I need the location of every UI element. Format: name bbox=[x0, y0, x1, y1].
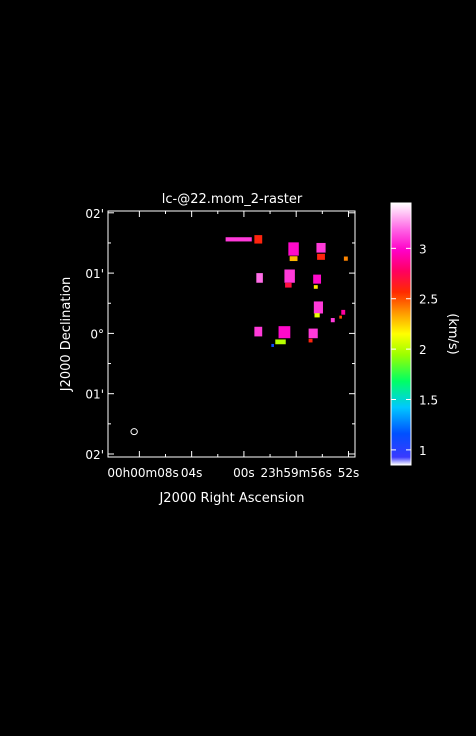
y-axis: 02' 01' 0° 01' 02' bbox=[85, 207, 355, 462]
raster-pixel bbox=[278, 326, 291, 339]
raster-pixel bbox=[313, 301, 323, 314]
raster-pixel bbox=[343, 256, 348, 261]
raster-pixel bbox=[225, 237, 252, 242]
y-tick-label: 0° bbox=[90, 327, 104, 341]
colorbar-axis: 1 1.5 2 2.5 3 bbox=[391, 242, 438, 458]
raster-pixel bbox=[339, 315, 342, 319]
colorbar-tick-label: 1.5 bbox=[419, 394, 438, 408]
raster-pixel bbox=[284, 269, 295, 283]
x-tick-label: 23h59m56s bbox=[261, 466, 332, 480]
raster-pixel bbox=[317, 253, 325, 260]
y-tick-label: 01' bbox=[85, 388, 104, 402]
raster-pixel bbox=[308, 328, 318, 339]
beam-ellipse bbox=[130, 428, 138, 436]
colorbar-tick-label: 2.5 bbox=[419, 293, 438, 307]
y-tick-label: 02' bbox=[85, 207, 104, 221]
colorbar-tick-label: 2 bbox=[419, 343, 427, 357]
x-tick-label: 04s bbox=[181, 466, 203, 480]
raster-pixel bbox=[256, 273, 263, 283]
chart-title: lc-@22.mom_2-raster bbox=[162, 192, 303, 207]
x-tick-label: 52s bbox=[338, 466, 360, 480]
raster-pixel bbox=[275, 339, 286, 345]
raster-pixel bbox=[308, 338, 313, 343]
raster-pixel bbox=[271, 343, 274, 347]
velocity-dispersion-raster bbox=[225, 235, 348, 347]
raster-pixel bbox=[254, 326, 263, 337]
raster-pixel bbox=[341, 309, 346, 315]
raster-pixel bbox=[313, 285, 318, 289]
raster-pixel bbox=[314, 313, 320, 318]
y-tick-label: 02' bbox=[85, 448, 104, 462]
colorbar-tick-label: 1 bbox=[419, 444, 427, 458]
raster-pixel bbox=[316, 242, 326, 253]
y-axis-label: J2000 Declination bbox=[59, 277, 74, 393]
raster-pixel bbox=[285, 282, 292, 288]
raster-pixel bbox=[330, 318, 335, 323]
y-tick-label: 01' bbox=[85, 267, 104, 281]
raster-pixel bbox=[313, 274, 322, 284]
x-axis: 00h00m08s 04s 00s 23h59m56s 52s bbox=[107, 211, 359, 480]
colorbar bbox=[390, 202, 412, 466]
x-tick-label: 00h00m08s bbox=[107, 466, 178, 480]
colorbar-tick-label: 3 bbox=[419, 242, 427, 256]
raster-pixel bbox=[288, 242, 299, 256]
raster-pixel bbox=[289, 256, 298, 262]
colorbar-label: (km/s) bbox=[445, 313, 460, 355]
x-tick-label: 00s bbox=[233, 466, 255, 480]
x-axis-label: J2000 Right Ascension bbox=[158, 491, 304, 506]
plot-frame bbox=[107, 210, 356, 458]
raster-pixel bbox=[254, 235, 263, 244]
